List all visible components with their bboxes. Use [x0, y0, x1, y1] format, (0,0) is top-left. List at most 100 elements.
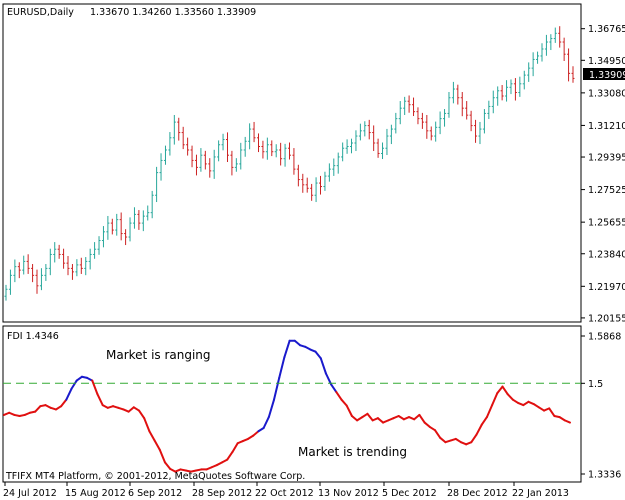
- fdi-segment-ranging: [65, 387, 73, 401]
- fdi-indicator-panel[interactable]: [2, 325, 582, 483]
- fdi-segment-ranging: [314, 350, 322, 360]
- date-axis-label: 5 Dec 2012: [382, 488, 437, 499]
- price-axis-label: 1.34950: [588, 56, 625, 67]
- fdi-segment-ranging: [70, 379, 78, 390]
- fdi-segment-trending: [522, 400, 530, 407]
- fdi-segment-trending: [231, 442, 239, 453]
- fdi-segment-trending: [376, 417, 385, 424]
- price-axis-label: 1.21970: [588, 282, 625, 293]
- fdi-segment-trending: [418, 413, 426, 424]
- fdi-segment-trending: [428, 425, 436, 432]
- fdi-segment-trending: [439, 436, 447, 444]
- fdi-segment-ranging: [75, 375, 83, 382]
- price-axis-label: 1.31210: [588, 121, 625, 132]
- fdi-segment-trending: [340, 398, 348, 407]
- fdi-segment-trending: [226, 450, 234, 461]
- fdi-segment-trending: [127, 406, 135, 413]
- fdi-segment-trending: [480, 416, 488, 426]
- fdi-segment-trending: [413, 413, 421, 421]
- fdi-segment-trending: [34, 405, 42, 413]
- date-axis: 24 Jul 2012 15 Aug 2012 6 Sep 2012 28 Sep 2…: [3, 482, 569, 499]
- fdi-segment-trending: [143, 417, 151, 433]
- main-price-panel[interactable]: [2, 3, 582, 323]
- fdi-segment-trending: [511, 398, 520, 404]
- platform-footer: TFIFX MT4 Platform, © 2001-2012, MetaQuo…: [5, 471, 305, 482]
- fdi-segment-ranging: [267, 398, 276, 419]
- fdi-segment-trending: [563, 419, 571, 424]
- price-axis-label: 1.27525: [588, 185, 625, 196]
- fdi-segment-ranging: [319, 357, 327, 375]
- fdi-segment-trending: [433, 429, 442, 439]
- current-price-tag-text: 1.33909: [589, 70, 625, 81]
- fdi-segment-trending: [356, 416, 364, 422]
- fdi-segment-trending: [252, 430, 260, 437]
- date-axis-label: 22 Jan 2013: [512, 488, 569, 499]
- price-axis: 1.36765 1.34950 1.33080 1.31210 1.29395 1.275…: [581, 24, 625, 324]
- fdi-segment-trending: [470, 433, 478, 444]
- fdi-axis: 1.5868 1.5 1.3336: [581, 332, 621, 481]
- fdi-segment-trending: [454, 437, 462, 444]
- fdi-segment-trending: [96, 393, 104, 407]
- symbol-label: EURUSD,Daily: [7, 7, 74, 18]
- price-axis-label: 1.33080: [588, 88, 625, 99]
- fdi-segment-trending: [148, 430, 156, 442]
- fdi-segment-trending: [558, 416, 566, 422]
- fdi-segment-trending: [491, 392, 499, 407]
- annotation-trending: Market is trending: [298, 445, 407, 459]
- fdi-segment-trending: [91, 379, 99, 396]
- fdi-segment-trending: [54, 405, 63, 411]
- fdi-segment-trending: [475, 423, 483, 436]
- fdi-segment-trending: [158, 448, 166, 464]
- fdi-segment-trending: [537, 406, 546, 412]
- price-axis-label: 1.25655: [588, 218, 625, 229]
- fdi-segment-ranging: [278, 356, 286, 379]
- fdi-segment-trending: [506, 393, 514, 401]
- fdi-segment-ranging: [273, 376, 281, 401]
- price-axis-label: 1.23840: [588, 249, 625, 260]
- fdi-segment-trending: [423, 421, 431, 428]
- fdi-axis-label: 1.5: [588, 379, 603, 390]
- fdi-segment-trending: [60, 398, 68, 408]
- fdi-segment-trending: [163, 461, 172, 470]
- fdi-segment-ranging: [324, 372, 333, 386]
- fdi-axis-label: 1.3336: [588, 470, 621, 481]
- fdi-segment-trending: [350, 415, 359, 422]
- date-axis-label: 24 Jul 2012: [3, 488, 57, 499]
- fdi-segment-trending: [345, 404, 353, 418]
- date-axis-label: 15 Aug 2012: [65, 488, 126, 499]
- fdi-line-series: [3, 339, 571, 473]
- fdi-segment-trending: [548, 407, 556, 418]
- candlestick-series: [4, 26, 575, 301]
- fdi-segment-trending: [335, 391, 343, 401]
- fdi-segment-trending: [397, 415, 405, 421]
- annotation-ranging: Market is ranging: [106, 348, 211, 362]
- price-axis-label: 1.20155: [588, 313, 625, 324]
- price-axis-label: 1.36765: [588, 24, 625, 35]
- fdi-segment-trending: [138, 409, 146, 420]
- fdi-segment-trending: [501, 385, 509, 396]
- fdi-segment-ranging: [330, 383, 338, 394]
- fdi-segment-trending: [153, 439, 161, 451]
- fdi-segment-ranging: [262, 416, 270, 429]
- fdi-segment-trending: [247, 434, 255, 440]
- fdi-segment-ranging: [293, 339, 301, 347]
- fdi-segment-trending: [132, 406, 141, 412]
- price-axis-label: 1.29395: [588, 153, 625, 164]
- fdi-segment-trending: [485, 404, 494, 419]
- fdi-segment-trending: [532, 403, 540, 409]
- fdi-segment-trending: [361, 412, 369, 419]
- date-axis-label: 28 Dec 2012: [447, 488, 508, 499]
- date-axis-label: 6 Sep 2012: [128, 488, 182, 499]
- ohlc-readout: 1.33670 1.34260 1.33560 1.33909: [90, 7, 256, 18]
- current-price-tag: [583, 68, 625, 80]
- date-axis-label: 22 Oct 2012: [255, 488, 314, 499]
- fdi-axis-label: 1.5868: [588, 332, 621, 343]
- date-axis-label: 28 Sep 2012: [192, 488, 252, 499]
- date-axis-label: 13 Nov 2012: [318, 488, 379, 499]
- fdi-segment-ranging: [283, 339, 291, 359]
- indicator-label: FDI 1.4346: [7, 331, 59, 342]
- fdi-segment-trending: [496, 385, 504, 395]
- fdi-segment-ranging: [257, 427, 265, 433]
